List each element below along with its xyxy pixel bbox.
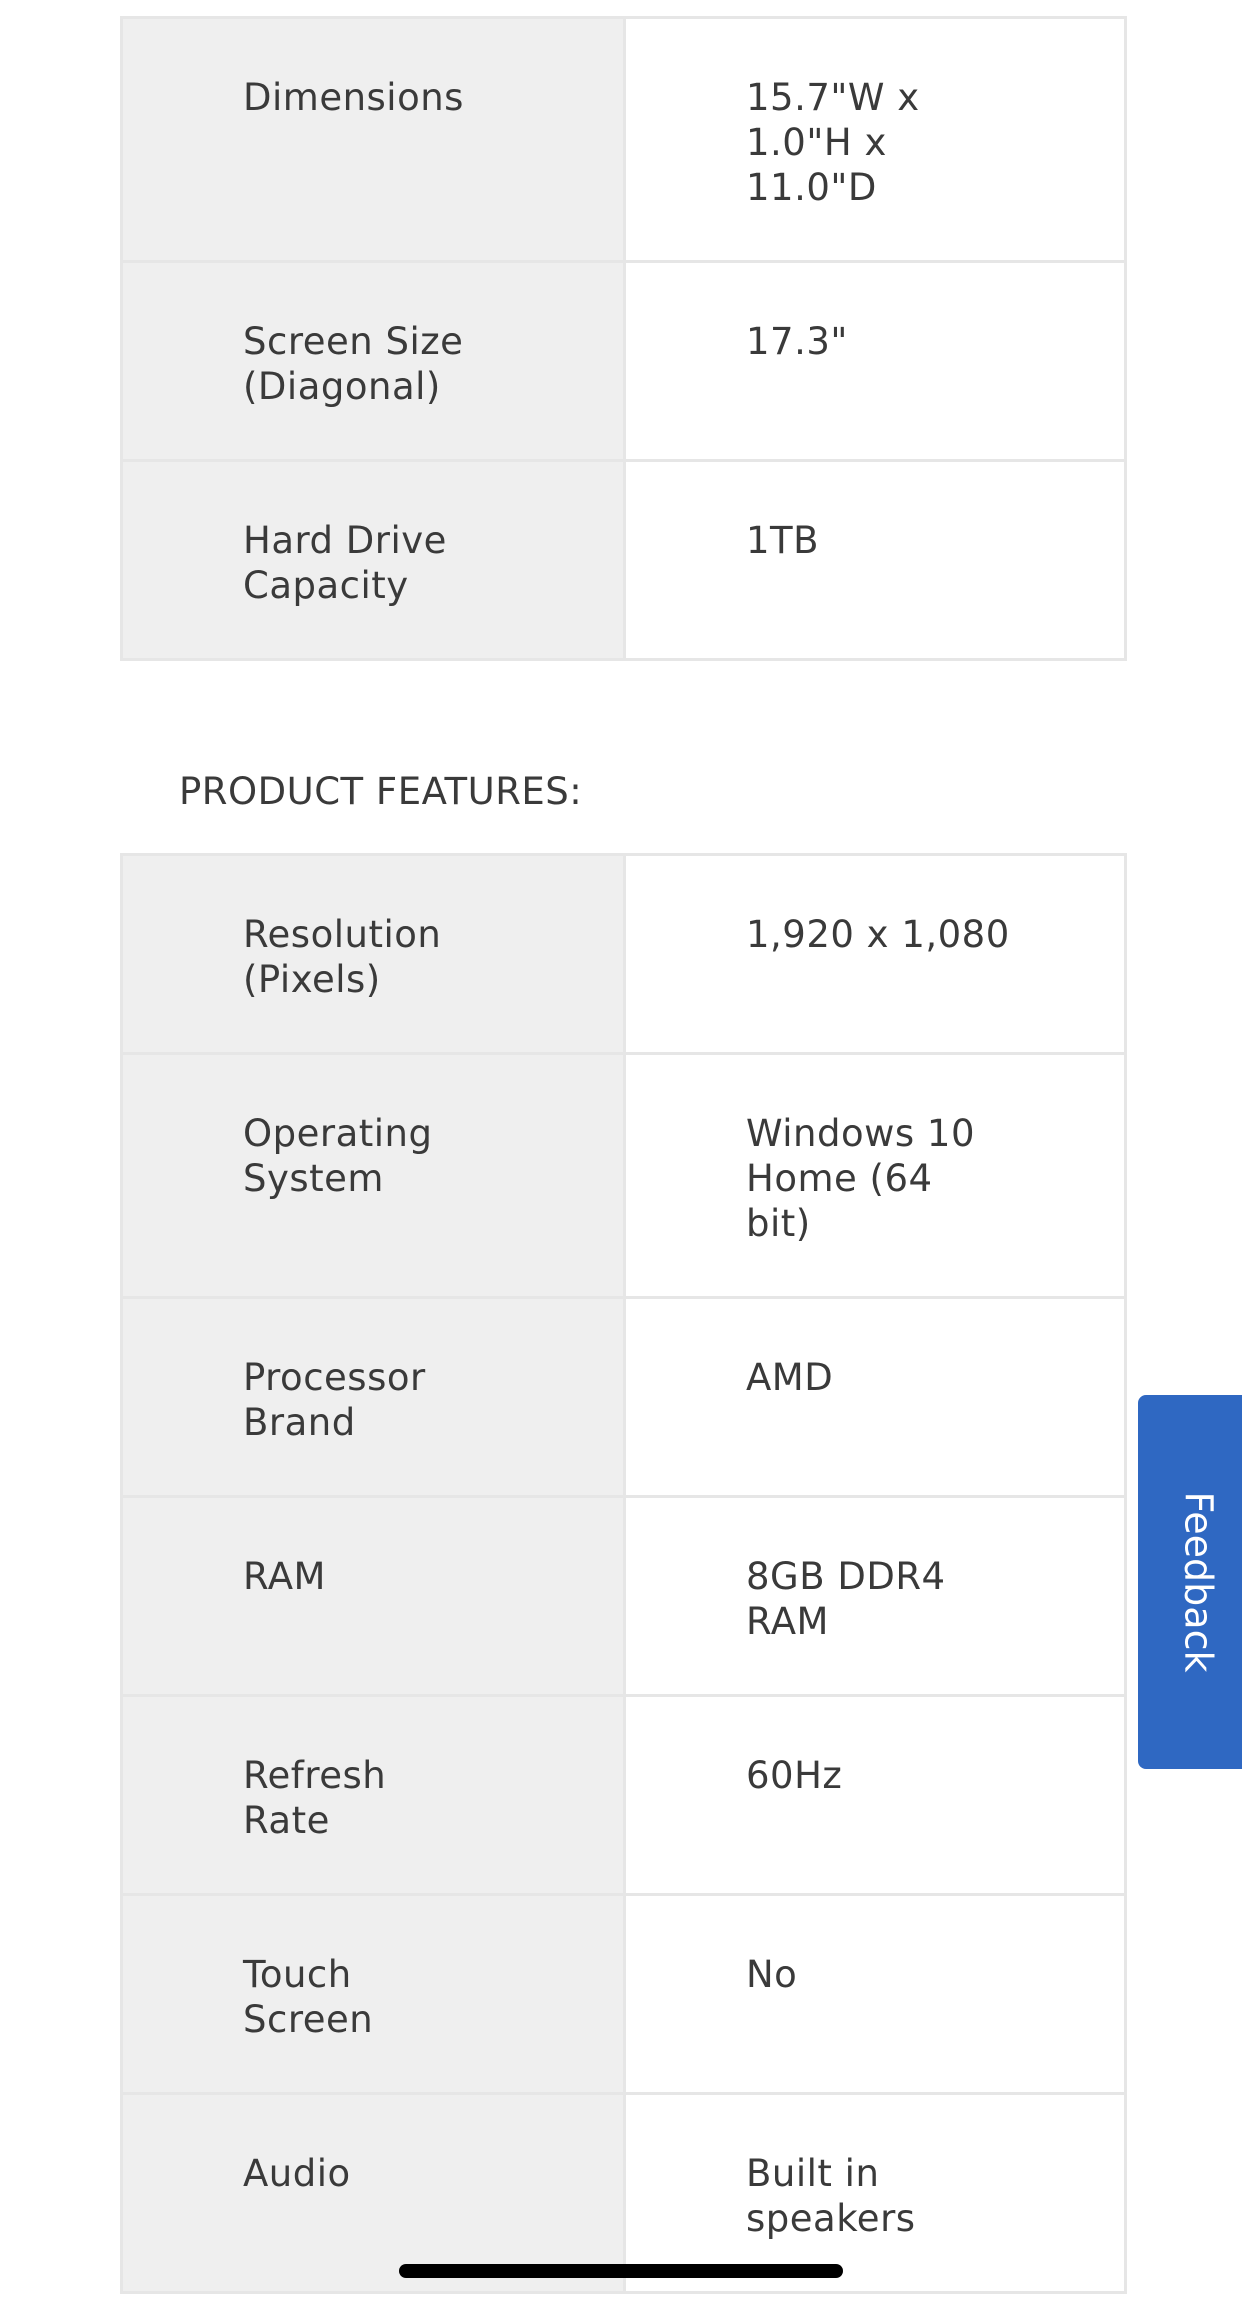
table-row: Touch Screen No bbox=[123, 1896, 1124, 2095]
specifications-table: Dimensions 15.7"W x 1.0"H x 11.0"D Scree… bbox=[120, 16, 1127, 661]
feature-value: 60Hz bbox=[626, 1697, 1124, 1893]
feature-label: Resolution (Pixels) bbox=[123, 856, 626, 1052]
spec-label: Dimensions bbox=[123, 19, 626, 260]
feature-value: 1,920 x 1,080 bbox=[626, 856, 1124, 1052]
table-row: RAM 8GB DDR4 RAM bbox=[123, 1498, 1124, 1697]
table-row: Screen Size (Diagonal) 17.3" bbox=[123, 263, 1124, 462]
home-indicator[interactable] bbox=[399, 2264, 843, 2278]
spec-value: 1TB bbox=[626, 462, 1124, 658]
feature-label: Touch Screen bbox=[123, 1896, 626, 2092]
table-row: Dimensions 15.7"W x 1.0"H x 11.0"D bbox=[123, 19, 1124, 263]
feedback-button[interactable]: Feedback bbox=[1138, 1395, 1242, 1769]
feature-label: Refresh Rate bbox=[123, 1697, 626, 1893]
product-features-table: Resolution (Pixels) 1,920 x 1,080 Operat… bbox=[120, 853, 1127, 2294]
feature-value: No bbox=[626, 1896, 1124, 2092]
product-features-heading: PRODUCT FEATURES: bbox=[179, 770, 583, 813]
table-row: Operating System Windows 10 Home (64 bit… bbox=[123, 1055, 1124, 1299]
spec-label: Hard Drive Capacity bbox=[123, 462, 626, 658]
table-row: Audio Built in speakers bbox=[123, 2095, 1124, 2294]
table-row: Resolution (Pixels) 1,920 x 1,080 bbox=[123, 856, 1124, 1055]
feature-value: AMD bbox=[626, 1299, 1124, 1495]
feature-label: Audio bbox=[123, 2095, 626, 2291]
feature-label: Processor Brand bbox=[123, 1299, 626, 1495]
feedback-label: Feedback bbox=[1176, 1491, 1220, 1673]
spec-value: 17.3" bbox=[626, 263, 1124, 459]
feature-value: Built in speakers bbox=[626, 2095, 1124, 2291]
table-row: Hard Drive Capacity 1TB bbox=[123, 462, 1124, 661]
feature-value: 8GB DDR4 RAM bbox=[626, 1498, 1124, 1694]
table-row: Processor Brand AMD bbox=[123, 1299, 1124, 1498]
feature-label: Operating System bbox=[123, 1055, 626, 1296]
feature-value: Windows 10 Home (64 bit) bbox=[626, 1055, 1124, 1296]
spec-label: Screen Size (Diagonal) bbox=[123, 263, 626, 459]
table-row: Refresh Rate 60Hz bbox=[123, 1697, 1124, 1896]
spec-value: 15.7"W x 1.0"H x 11.0"D bbox=[626, 19, 1124, 260]
feature-label: RAM bbox=[123, 1498, 626, 1694]
